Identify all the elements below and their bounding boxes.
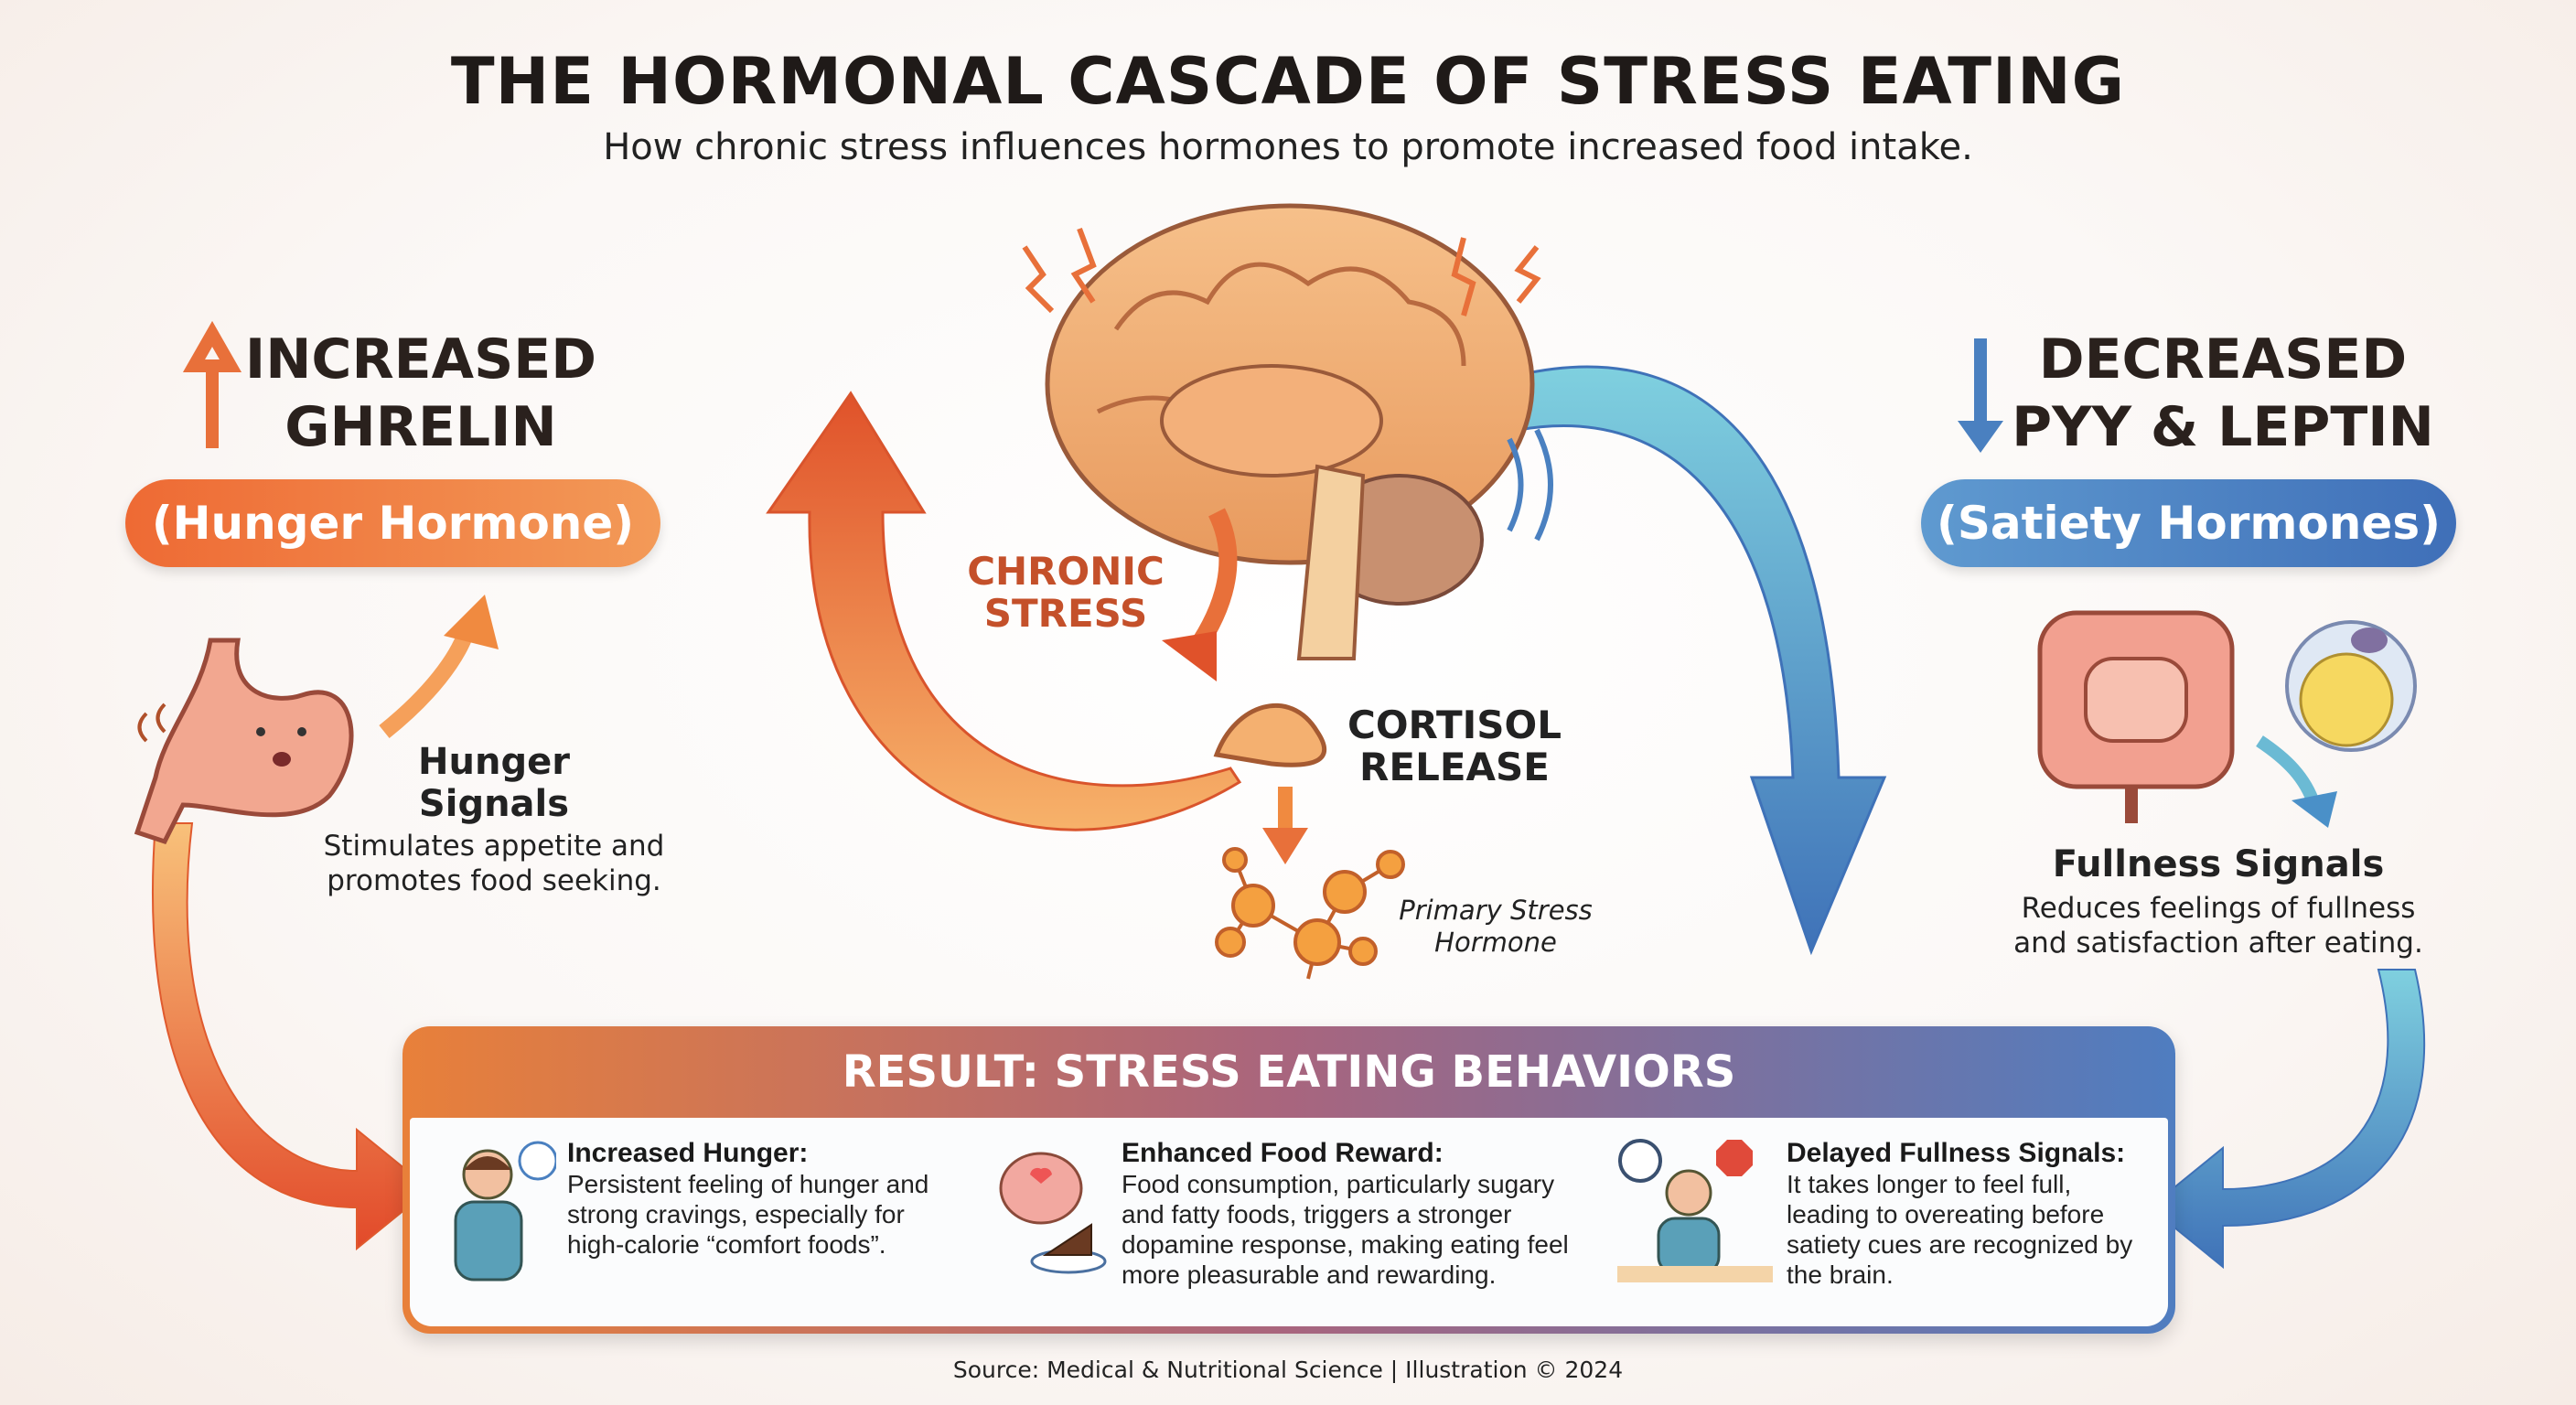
result-item-line: Persistent feeling of hunger and — [567, 1170, 929, 1198]
hunger-signals-title: Hunger Signals — [357, 741, 631, 825]
hungry-person-icon — [454, 1141, 556, 1282]
eating-person-stop-icon — [1617, 1139, 1773, 1282]
result-item-line: Food consumption, particularly sugary — [1122, 1170, 1555, 1198]
cortisol-release-label: CORTISOL RELEASE — [1317, 704, 1592, 788]
hunger-desc-line1: Stimulates appetite and — [323, 830, 665, 863]
result-item-line: more pleasurable and rewarding. — [1122, 1260, 1497, 1289]
hunger-signals-title-line2: Signals — [418, 783, 570, 825]
satiety-heading: DECREASED PYY & LEPTIN — [1958, 326, 2488, 461]
brain-cake-icon — [999, 1152, 1107, 1274]
ghrelin-heading-line2: GHRELIN — [284, 395, 557, 459]
hunger-signals-desc: Stimulates appetite and promotes food se… — [265, 829, 723, 898]
ghrelin-to-result-arrow — [152, 822, 432, 1251]
hunger-signals-title-line1: Hunger — [418, 741, 570, 783]
primary-stress-hormone-label: Primary Stress Hormone — [1372, 895, 1619, 959]
hunger-hormone-pill: (Hunger Hormone) — [125, 479, 660, 567]
cortisol-molecule-icon — [1215, 847, 1405, 980]
adrenal-gland-icon — [1213, 703, 1327, 767]
result-item-title: Increased Hunger: — [567, 1138, 809, 1168]
ghrelin-heading-line1: INCREASED — [244, 327, 597, 391]
fat-cell-icon — [2285, 620, 2417, 752]
result-item-title: Enhanced Food Reward: — [1122, 1138, 1444, 1168]
ghrelin-up-arrow-icon — [182, 320, 242, 448]
result-item-line: strong cravings, especially for — [567, 1200, 905, 1228]
result-item-line: high-calorie “comfort foods”. — [567, 1230, 886, 1259]
result-body: Increased Hunger: Persistent feeling of … — [410, 1118, 2168, 1326]
ghrelin-heading: INCREASED GHRELIN — [201, 326, 640, 461]
chronic-stress-line1: CHRONIC — [967, 549, 1165, 594]
fullness-desc-line2: and satisfaction after eating. — [2013, 927, 2423, 960]
satiety-to-result-arrow — [2148, 969, 2426, 1270]
fullness-signals-desc: Reduces feelings of fullness and satisfa… — [1944, 891, 2493, 960]
result-item-line: leading to overeating before — [1787, 1200, 2105, 1228]
stomach-icon — [134, 638, 354, 845]
result-item-title: Delayed Fullness Signals: — [1787, 1138, 2126, 1168]
hunger-signal-arrow — [379, 627, 475, 739]
result-item-line: the brain. — [1787, 1260, 1894, 1289]
intestine-icon — [2037, 610, 2235, 823]
result-item-line: satiety cues are recognized by — [1787, 1230, 2133, 1259]
cortisol-line2: RELEASE — [1359, 745, 1550, 789]
chronic-stress-line2: STRESS — [983, 591, 1148, 636]
hormone-line1: Primary Stress — [1399, 895, 1593, 926]
brain-icon — [1022, 203, 1553, 660]
chronic-stress-label: CHRONIC STRESS — [933, 551, 1198, 635]
source-credit: Source: Medical & Nutritional Science | … — [952, 1357, 1624, 1383]
brain-to-satiety-arrow — [1517, 365, 1887, 956]
fullness-desc-line1: Reduces feelings of fullness — [2021, 892, 2416, 925]
page-subtitle: How chronic stress influences hormones t… — [603, 126, 1973, 168]
fullness-signals-title: Fullness Signals — [2052, 843, 2385, 885]
result-title: RESULT: STRESS EATING BEHAVIORS — [842, 1046, 1736, 1098]
hormone-line2: Hormone — [1434, 927, 1557, 958]
result-item-line: and fatty foods, triggers a stronger — [1122, 1200, 1512, 1228]
satiety-heading-line1: DECREASED — [2038, 327, 2408, 391]
cortisol-line1: CORTISOL — [1347, 702, 1562, 747]
result-item-line: It takes longer to feel full, — [1787, 1170, 2072, 1198]
result-box: RESULT: STRESS EATING BEHAVIORS Increase… — [402, 1026, 2175, 1334]
cortisol-to-ghrelin-arrow — [766, 391, 1242, 831]
hunger-desc-line2: promotes food seeking. — [327, 864, 661, 897]
satiety-hormones-pill: (Satiety Hormones) — [1921, 479, 2456, 567]
satiety-heading-line2: PYY & LEPTIN — [2012, 395, 2434, 459]
page-title: THE HORMONAL CASCADE OF STRESS EATING — [450, 44, 2126, 119]
result-item-line: dopamine response, making eating feel — [1122, 1230, 1569, 1259]
